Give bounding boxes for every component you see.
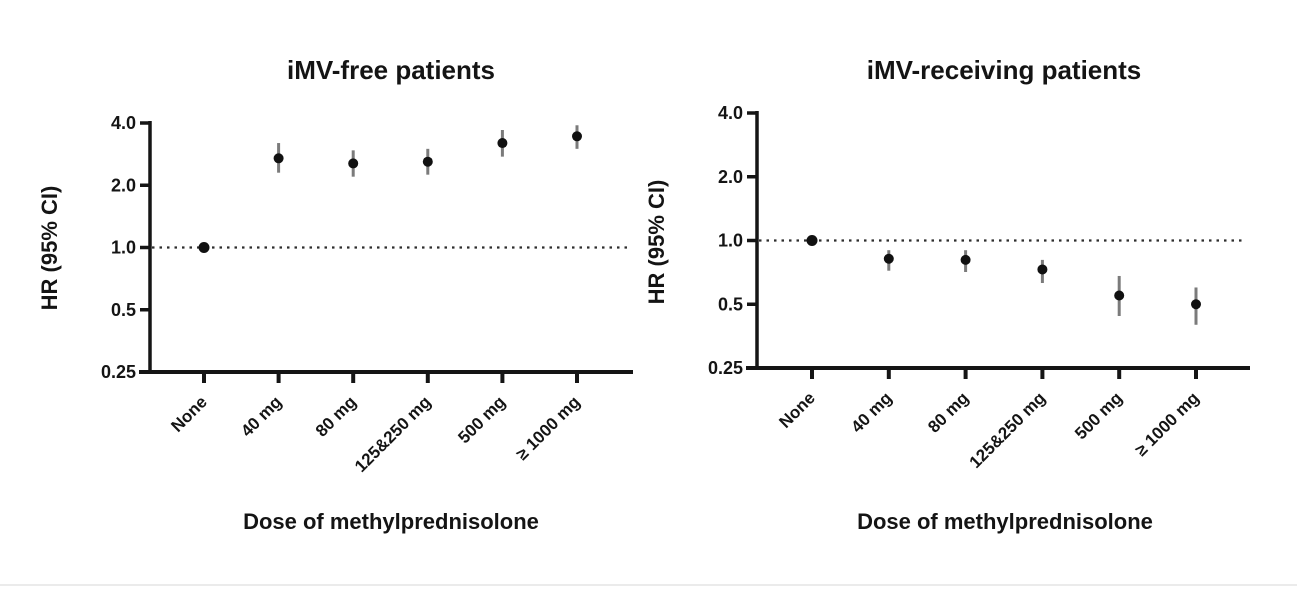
hr-point bbox=[497, 138, 508, 149]
x-tick-label: 500 mg bbox=[454, 392, 509, 447]
x-tick-label: ≥ 1000 mg bbox=[1131, 388, 1202, 459]
x-tick-label: None bbox=[775, 388, 818, 431]
hr-point bbox=[883, 253, 894, 264]
x-tick-label: 125&250 mg bbox=[966, 388, 1050, 472]
y-tick-label: 0.5 bbox=[111, 300, 136, 320]
hr-point bbox=[422, 156, 433, 167]
chart-imv-receiving: iMV-receiving patients HR (95% CI) Dose … bbox=[644, 55, 1250, 534]
x-tick-label: None bbox=[167, 392, 210, 435]
y-tick-label: 0.25 bbox=[101, 362, 136, 382]
hr-point bbox=[960, 254, 971, 265]
y-tick-label: 2.0 bbox=[718, 167, 743, 187]
hr-point bbox=[348, 158, 359, 169]
chart-title: iMV-free patients bbox=[287, 55, 495, 85]
x-tick-label: 80 mg bbox=[924, 388, 972, 436]
y-tick-label: 1.0 bbox=[718, 231, 743, 251]
x-tick-label: ≥ 1000 mg bbox=[512, 392, 583, 463]
hr-point bbox=[198, 242, 210, 253]
y-tick-label: 2.0 bbox=[111, 175, 136, 195]
y-tick-label: 1.0 bbox=[111, 238, 136, 258]
x-tick-label: 40 mg bbox=[847, 388, 895, 436]
y-tick-label: 4.0 bbox=[111, 113, 136, 133]
x-tick-label: 125&250 mg bbox=[351, 392, 435, 476]
y-tick-label: 4.0 bbox=[718, 103, 743, 123]
hr-point bbox=[273, 153, 284, 164]
hr-point bbox=[1037, 264, 1048, 275]
x-axis-title: Dose of methylprednisolone bbox=[243, 509, 539, 534]
hr-point bbox=[1114, 290, 1125, 301]
chart-imv-free: iMV-free patients HR (95% CI) Dose of me… bbox=[37, 55, 633, 534]
x-tick-label: 500 mg bbox=[1071, 388, 1126, 443]
y-axis-title: HR (95% CI) bbox=[37, 186, 62, 311]
y-tick-label: 0.5 bbox=[718, 294, 743, 314]
chart-title: iMV-receiving patients bbox=[867, 55, 1142, 85]
hr-point bbox=[572, 131, 582, 142]
x-axis-title: Dose of methylprednisolone bbox=[857, 509, 1153, 534]
y-tick-label: 0.25 bbox=[708, 358, 743, 378]
y-axis-title: HR (95% CI) bbox=[644, 180, 669, 305]
x-tick-label: 80 mg bbox=[312, 392, 360, 440]
hr-point bbox=[1191, 299, 1201, 310]
bottom-divider bbox=[0, 584, 1297, 586]
x-tick-label: 40 mg bbox=[237, 392, 285, 440]
hr-point bbox=[806, 235, 818, 246]
